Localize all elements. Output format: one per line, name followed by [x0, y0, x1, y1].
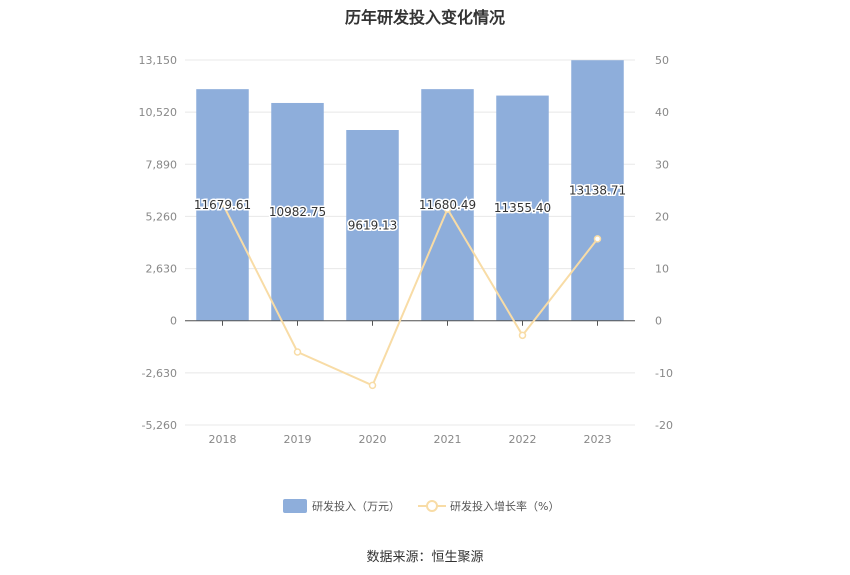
line-series [218, 199, 602, 390]
bar[interactable] [496, 95, 549, 321]
right-tick-label: 0 [655, 315, 662, 328]
right-tick-label: 50 [655, 54, 669, 67]
growth-point[interactable] [218, 199, 227, 208]
bar[interactable] [346, 130, 399, 321]
legend-line-marker [426, 500, 438, 512]
right-tick-label: 40 [655, 106, 669, 119]
x-tick-label: 2023 [584, 433, 612, 446]
grid-lines [185, 59, 635, 426]
bar-value-label: 13138.71 [569, 183, 626, 197]
left-tick-label: 13,150 [139, 54, 178, 67]
left-tick-label: -2,630 [142, 367, 177, 380]
growth-point[interactable] [593, 235, 602, 243]
left-tick-label: 5,260 [146, 210, 178, 223]
bar[interactable] [271, 102, 324, 321]
bar-series [196, 60, 624, 321]
right-tick-label: -10 [655, 367, 673, 380]
left-tick-label: 2,630 [146, 263, 178, 276]
right-tick-label: 30 [655, 158, 669, 171]
data-source: 数据来源：恒生聚源 [366, 550, 484, 565]
growth-point[interactable] [293, 348, 302, 356]
left-tick-label: 7,890 [146, 158, 178, 171]
x-tick-label: 2022 [509, 433, 537, 446]
left-axis-ticks: 13,150 10,520 7,890 5,260 2,630 0 -2,630 -5,260 [139, 54, 178, 432]
right-tick-label: -20 [655, 419, 673, 432]
growth-point[interactable] [368, 381, 377, 390]
right-tick-label: 20 [655, 210, 669, 223]
bar-value-label: 11680.49 [419, 198, 476, 212]
legend-bar-label[interactable]: 研发投入（万元） [312, 499, 400, 513]
left-tick-label: 0 [170, 315, 177, 328]
legend-line-label[interactable]: 研发投入增长率（%） [450, 499, 559, 513]
x-tick-label: 2019 [284, 433, 312, 446]
bar-value-label: 9619.13 [348, 218, 398, 232]
bar[interactable] [421, 89, 474, 321]
bar[interactable] [571, 60, 624, 321]
growth-point[interactable] [518, 331, 527, 340]
growth-line [221, 202, 599, 387]
legend: 研发投入（万元） 研发投入增长率（%） [283, 499, 559, 513]
right-tick-label: 10 [655, 263, 669, 276]
x-axis: 2018 2019 2020 2021 2022 2023 [185, 320, 635, 446]
x-tick-label: 2018 [209, 433, 237, 446]
bar-value-label: 11355.40 [494, 201, 551, 215]
chart-title: 历年研发投入变化情况 [344, 8, 505, 27]
bar-data-labels: 11679.61 10982.75 9619.13 11680.49 11355.40 1… [192, 182, 627, 234]
x-tick-label: 2020 [359, 433, 387, 446]
bar-value-label: 11679.61 [194, 198, 251, 212]
bar-value-label: 10982.75 [269, 205, 326, 219]
x-tick-label: 2021 [434, 433, 462, 446]
legend-bar-swatch [283, 499, 307, 513]
growth-point[interactable] [443, 205, 452, 213]
right-axis-ticks: 50 40 30 20 10 0 -10 -20 [655, 54, 673, 432]
left-tick-label: 10,520 [139, 106, 178, 119]
left-tick-label: -5,260 [142, 419, 177, 432]
